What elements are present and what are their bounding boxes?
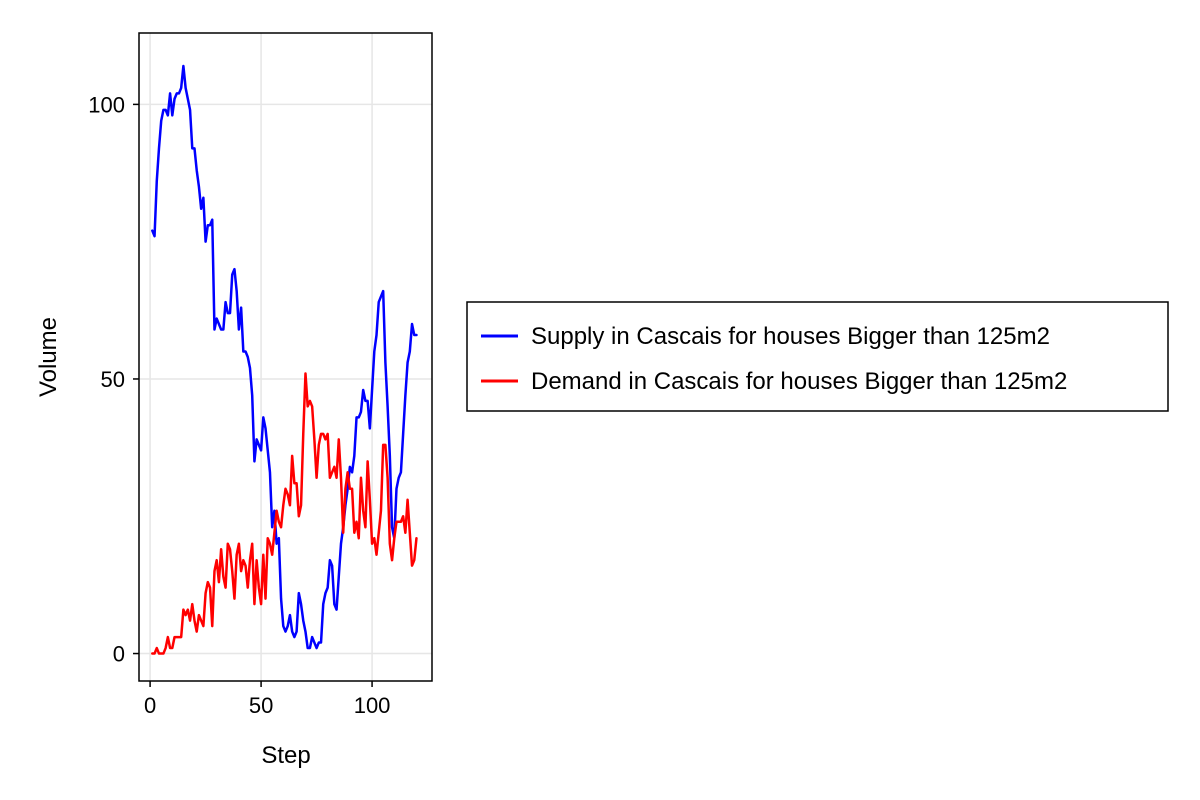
axis-ticks: 0 50 100 0 50 100	[88, 92, 390, 718]
x-tick-label: 0	[144, 693, 156, 718]
y-axis-label: Volume	[35, 317, 62, 397]
x-axis-label: Step	[261, 742, 310, 769]
series-layer	[151, 64, 418, 655]
gridlines	[139, 33, 432, 681]
plot-frame	[138, 32, 433, 682]
y-tick-label: 50	[101, 367, 125, 392]
legend-label-demand: Demand in Cascais for houses Bigger than…	[531, 368, 1067, 395]
series-line-supply	[151, 64, 418, 650]
legend-box	[466, 301, 1169, 412]
legend-label-supply: Supply in Cascais for houses Bigger than…	[531, 323, 1050, 350]
y-tick-label: 0	[113, 642, 125, 667]
legend: Supply in Cascais for houses Bigger than…	[466, 301, 1169, 412]
x-tick-label: 100	[354, 693, 391, 718]
y-tick-label: 100	[88, 92, 125, 117]
x-tick-label: 50	[249, 693, 273, 718]
series-line-demand	[151, 372, 418, 655]
